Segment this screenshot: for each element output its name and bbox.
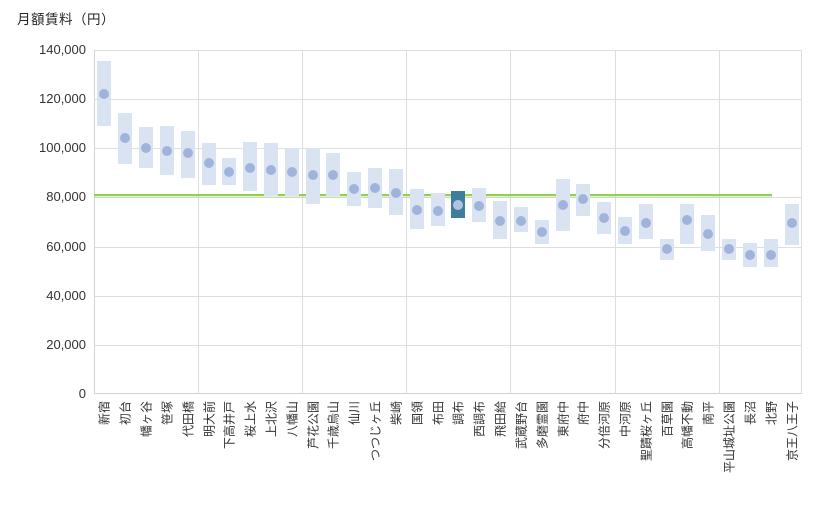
median-dot-仙川 — [349, 183, 360, 194]
station-label-京王八王子: 京王八王子 — [785, 401, 800, 462]
y-tick-label: 40,000 — [46, 287, 86, 303]
y-tick-label: 60,000 — [46, 238, 86, 254]
y-tick-label: 120,000 — [39, 91, 86, 107]
chart-title: 月額賃料（円） — [17, 12, 115, 27]
station-label-代田橋: 代田橋 — [181, 401, 196, 438]
station-label-八幡山: 八幡山 — [285, 401, 300, 438]
station-label-初台: 初台 — [118, 401, 133, 426]
station-label-明大前: 明大前 — [202, 401, 217, 438]
station-label-飛田給: 飛田給 — [493, 401, 508, 438]
gridline-vertical — [302, 50, 304, 394]
station-label-府中: 府中 — [576, 401, 591, 426]
median-dot-分倍河原 — [599, 213, 610, 224]
station-label-上北沢: 上北沢 — [264, 401, 279, 438]
median-dot-笹塚 — [161, 145, 172, 156]
median-dot-芦花公園 — [307, 170, 318, 181]
gridline-horizontal — [94, 295, 802, 297]
station-label-下高井戸: 下高井戸 — [222, 401, 237, 450]
y-tick-label: 140,000 — [39, 42, 86, 57]
y-tick-label: 100,000 — [39, 140, 86, 156]
gridline-horizontal — [94, 344, 802, 346]
median-dot-東府中 — [557, 199, 568, 210]
station-label-分倍河原: 分倍河原 — [597, 401, 612, 450]
station-label-高幡不動: 高幡不動 — [680, 401, 695, 450]
station-label-長沼: 長沼 — [743, 401, 758, 426]
station-label-百草園: 百草園 — [660, 401, 675, 438]
median-dot-八幡山 — [286, 166, 297, 177]
gridline-horizontal — [94, 50, 802, 51]
station-label-つつじヶ丘: つつじヶ丘 — [368, 401, 383, 462]
y-axis-line — [94, 50, 95, 394]
station-label-柴崎: 柴崎 — [389, 401, 404, 426]
station-label-武蔵野台: 武蔵野台 — [514, 401, 529, 450]
gridline-horizontal — [94, 197, 802, 199]
station-label-平山城址公園: 平山城址公園 — [722, 401, 737, 474]
station-label-笹塚: 笹塚 — [160, 401, 175, 426]
median-dot-柴崎 — [390, 187, 401, 198]
y-tick-label: 0 — [78, 386, 86, 401]
station-label-北野: 北野 — [764, 401, 779, 426]
gridline-vertical — [614, 50, 616, 394]
median-dot-北野 — [765, 250, 776, 261]
station-label-南平: 南平 — [701, 401, 716, 426]
y-tick-label: 80,000 — [46, 189, 86, 205]
gridline-horizontal — [94, 99, 802, 101]
median-dot-新宿 — [99, 89, 110, 100]
median-dot-長沼 — [744, 250, 755, 261]
median-dot-中河原 — [620, 225, 630, 236]
gridline-vertical — [510, 50, 512, 394]
station-label-聖蹟桜ヶ丘: 聖蹟桜ヶ丘 — [639, 401, 654, 462]
median-dot-千歳烏山 — [328, 170, 339, 181]
median-dot-国領 — [411, 204, 422, 215]
gridline-horizontal — [94, 148, 802, 150]
median-dot-西調布 — [474, 201, 485, 212]
median-dot-聖蹟桜ヶ丘 — [640, 218, 651, 229]
gridline-vertical — [406, 50, 408, 394]
median-dot-飛田給 — [495, 215, 506, 226]
gridline-vertical — [718, 50, 720, 394]
gridline-horizontal — [94, 246, 802, 248]
station-label-国領: 国領 — [410, 401, 425, 426]
station-label-幡ヶ谷: 幡ヶ谷 — [139, 401, 154, 438]
median-dot-桜上水 — [245, 162, 256, 173]
station-label-多磨霊園: 多磨霊園 — [535, 401, 550, 450]
y-tick-label: 20,000 — [46, 336, 86, 352]
median-dot-代田橋 — [182, 148, 193, 159]
gridline-vertical — [198, 50, 200, 394]
median-dot-府中 — [578, 193, 589, 204]
median-dot-布田 — [432, 205, 443, 216]
station-label-布田: 布田 — [431, 401, 446, 426]
median-dot-幡ヶ谷 — [141, 143, 152, 154]
median-dot-平山城址公園 — [724, 244, 735, 255]
station-label-桜上水: 桜上水 — [243, 401, 258, 438]
median-dot-つつじヶ丘 — [370, 182, 381, 193]
plot-area — [94, 50, 802, 394]
median-dot-上北沢 — [266, 165, 276, 176]
median-dot-下高井戸 — [224, 166, 235, 177]
station-label-仙川: 仙川 — [347, 401, 362, 426]
median-dot-百草園 — [661, 244, 672, 255]
median-dot-高幡不動 — [682, 214, 693, 225]
station-label-芦花公園: 芦花公園 — [306, 401, 321, 450]
station-label-中河原: 中河原 — [618, 401, 633, 438]
station-label-調布: 調布 — [451, 401, 466, 426]
median-dot-明大前 — [203, 158, 214, 169]
median-dot-武蔵野台 — [515, 215, 526, 226]
median-dot-調布 — [453, 199, 464, 210]
station-label-新宿: 新宿 — [97, 401, 112, 426]
median-dot-南平 — [703, 229, 714, 240]
median-dot-初台 — [120, 133, 131, 144]
median-dot-多磨霊園 — [536, 226, 547, 237]
median-dot-京王八王子 — [786, 218, 797, 229]
station-label-千歳烏山: 千歳烏山 — [326, 401, 341, 450]
plot-right-border — [801, 50, 802, 394]
station-label-西調布: 西調布 — [472, 401, 487, 438]
x-axis-line — [94, 393, 802, 394]
station-label-東府中: 東府中 — [556, 401, 571, 438]
